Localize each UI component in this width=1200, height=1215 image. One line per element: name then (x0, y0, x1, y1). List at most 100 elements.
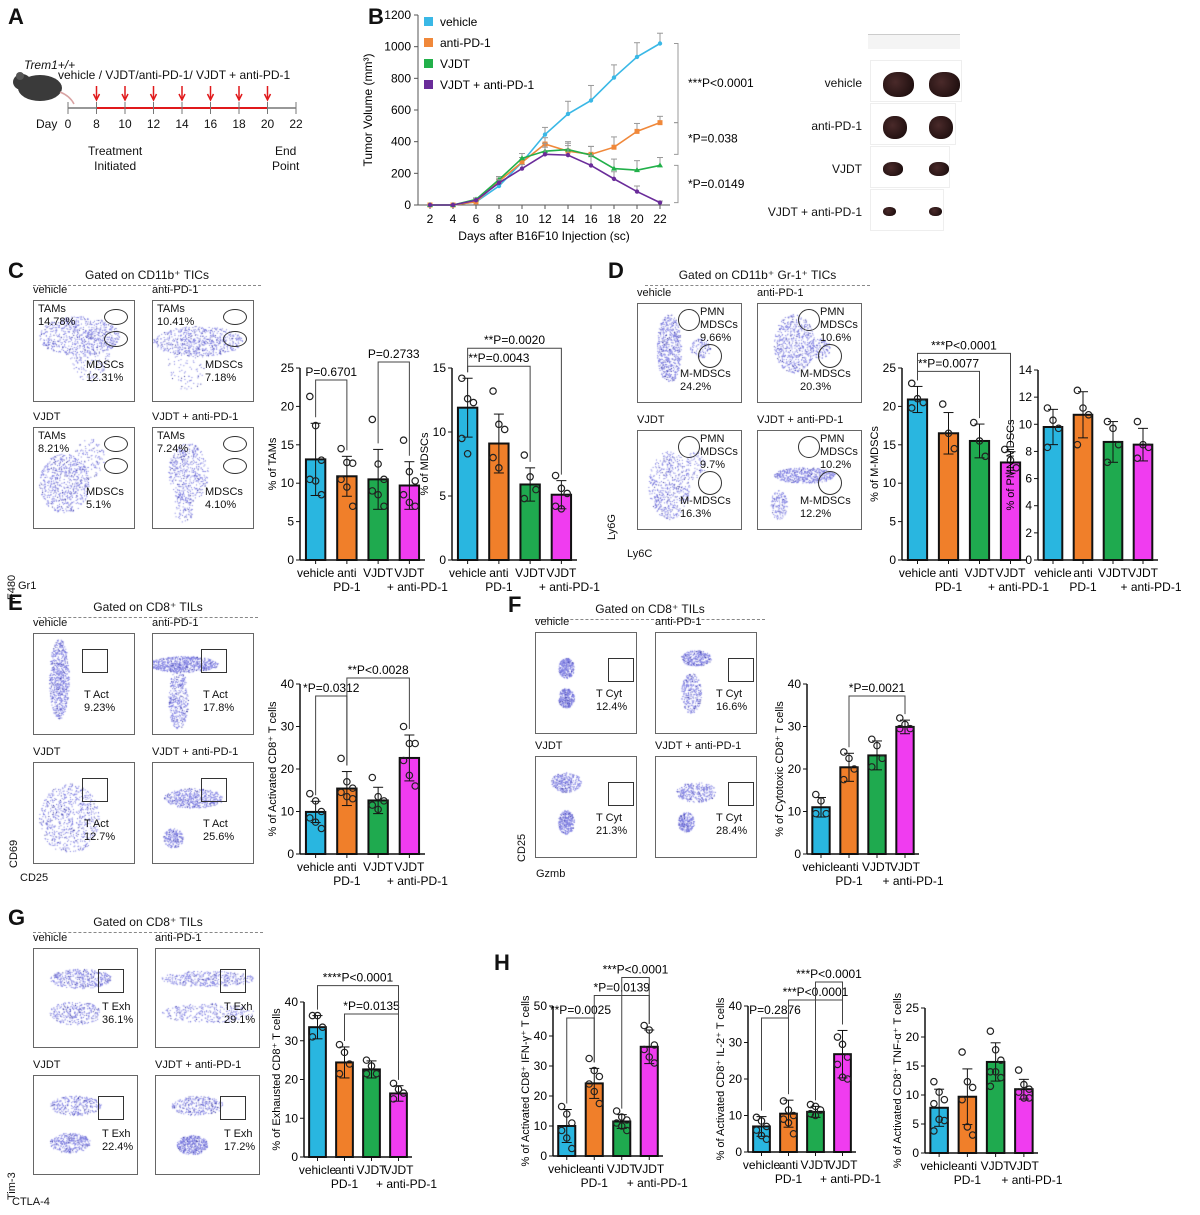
data-point (950, 444, 959, 453)
data-point (1020, 1094, 1028, 1102)
gate-label: M-MDSCs (680, 495, 731, 507)
gate-ellipse (104, 436, 128, 452)
x-tick-label: anti (489, 566, 508, 580)
gate-label: T Exh (102, 1128, 131, 1140)
data-point (867, 763, 876, 771)
data-point (986, 1082, 995, 1091)
flow-plot: T Cyt 21.3% (535, 756, 637, 858)
data-point (822, 809, 831, 818)
data-point (640, 1045, 648, 1054)
x-tick-label: 8 (496, 212, 503, 226)
data-point (901, 720, 909, 729)
gate-label: MDSCs (820, 319, 858, 331)
bar-chart-activated-cd8: 0 10 20 30 40% of Activated CD8⁺ T cells vehi… (267, 663, 448, 888)
x-tick-label: VJDT (862, 860, 893, 874)
x-tick-label: vehicle (743, 1158, 781, 1172)
y-axis-marker-label: CD69 (8, 839, 20, 868)
data-point (657, 200, 663, 205)
x-tick-label: vehicle (1034, 566, 1072, 580)
gate-percent: 7.18% (205, 372, 237, 384)
data-point (405, 771, 414, 780)
gate-ellipse (678, 436, 700, 458)
data-point (1073, 440, 1082, 449)
y-axis-title: % of MDSCs (419, 432, 431, 495)
data-point (411, 502, 419, 511)
data-point (657, 120, 663, 126)
gate-label: M-MDSCs (800, 495, 851, 507)
data-point (399, 1089, 408, 1097)
x-tick-label: anti (779, 1158, 798, 1172)
significance-bracket (467, 347, 562, 475)
data-point (380, 475, 388, 484)
data-point (362, 1069, 371, 1078)
data-point (968, 1131, 977, 1139)
flow-plot-title: VJDT + anti-PD-1 (152, 411, 239, 423)
data-point (343, 777, 351, 786)
gate-label: T Cyt (716, 688, 743, 700)
data-point (399, 490, 408, 499)
gate-percent: 17.8% (203, 702, 235, 714)
y-tick-label: 30 (281, 720, 295, 734)
flow-plot: T Act 25.6% (152, 762, 254, 864)
flow-plot-title: VJDT (33, 746, 61, 758)
data-point (1133, 417, 1142, 426)
flow-plot-title: vehicle (33, 932, 68, 944)
gate-percent: 16.3% (680, 508, 712, 520)
y-tick-label: 20 (285, 1073, 299, 1087)
data-point (1103, 458, 1112, 467)
x-tick-label: vehicle (920, 1159, 958, 1173)
data-point (1084, 410, 1093, 419)
bar (1042, 426, 1064, 561)
flow-plot-title: VJDT (33, 1059, 61, 1071)
gate-ellipse (223, 331, 247, 347)
x-tick-label: VJDT (607, 1162, 638, 1176)
significance-label: ***P<0.0001 (688, 76, 754, 90)
x-tick-label: anti (1073, 566, 1092, 580)
data-point (565, 111, 571, 117)
gate-ellipse (223, 436, 247, 452)
flow-plot: T Cyt 28.4% (655, 756, 757, 858)
gate-label: T Exh (224, 1128, 253, 1140)
gate-percent: 4.10% (205, 499, 237, 511)
x-tick-label: PD-1 (333, 874, 361, 888)
gate-title: Gated on CD8⁺ TILs (38, 600, 258, 618)
gate-label: TAMs (157, 303, 185, 315)
data-point (337, 444, 345, 453)
data-point (374, 490, 382, 499)
y-tick-label: 40 (285, 995, 299, 1009)
x-tick-label: + anti-PD-1 (539, 580, 600, 594)
y-tick-label: 4 (1025, 499, 1032, 513)
data-point (752, 1113, 761, 1122)
data-point (565, 152, 571, 158)
flow-plot-title: vehicle (637, 287, 672, 299)
bar-chart-tnfa: 0 5 10 15 20 25% of Activated CD8⁺ TNF-α⁺ T c… (892, 992, 1063, 1187)
data-point (981, 452, 990, 461)
gate-rectangle (201, 649, 227, 673)
gate-label: T Exh (102, 1001, 131, 1013)
y-tick-label: 0 (1025, 553, 1032, 567)
data-point (878, 754, 887, 763)
data-point (473, 198, 479, 203)
gate-label: T Act (203, 689, 228, 701)
x-tick-label: VJDT (394, 566, 425, 580)
data-point (458, 374, 466, 383)
gate-label: MDSCs (86, 486, 124, 498)
data-point (617, 1122, 626, 1130)
data-point (495, 464, 503, 472)
data-point (913, 394, 922, 403)
data-point (372, 1069, 381, 1078)
flow-dot-plot (34, 1076, 137, 1174)
data-point (611, 176, 617, 182)
flow-plot-title: VJDT (637, 414, 665, 426)
x-tick-label: VJDT (634, 1162, 665, 1176)
mouse-icon (13, 72, 75, 105)
flow-dot-plot (656, 757, 756, 857)
data-point (562, 1110, 571, 1118)
gate-label: MDSCs (205, 359, 243, 371)
gate-rectangle (82, 649, 108, 673)
data-point (833, 1060, 842, 1069)
legend-label: VJDT (440, 57, 471, 71)
y-tick-label: 50 (534, 999, 548, 1013)
data-point (306, 789, 314, 798)
y-axis-title: Tumor Volume (mm³) (361, 54, 375, 167)
